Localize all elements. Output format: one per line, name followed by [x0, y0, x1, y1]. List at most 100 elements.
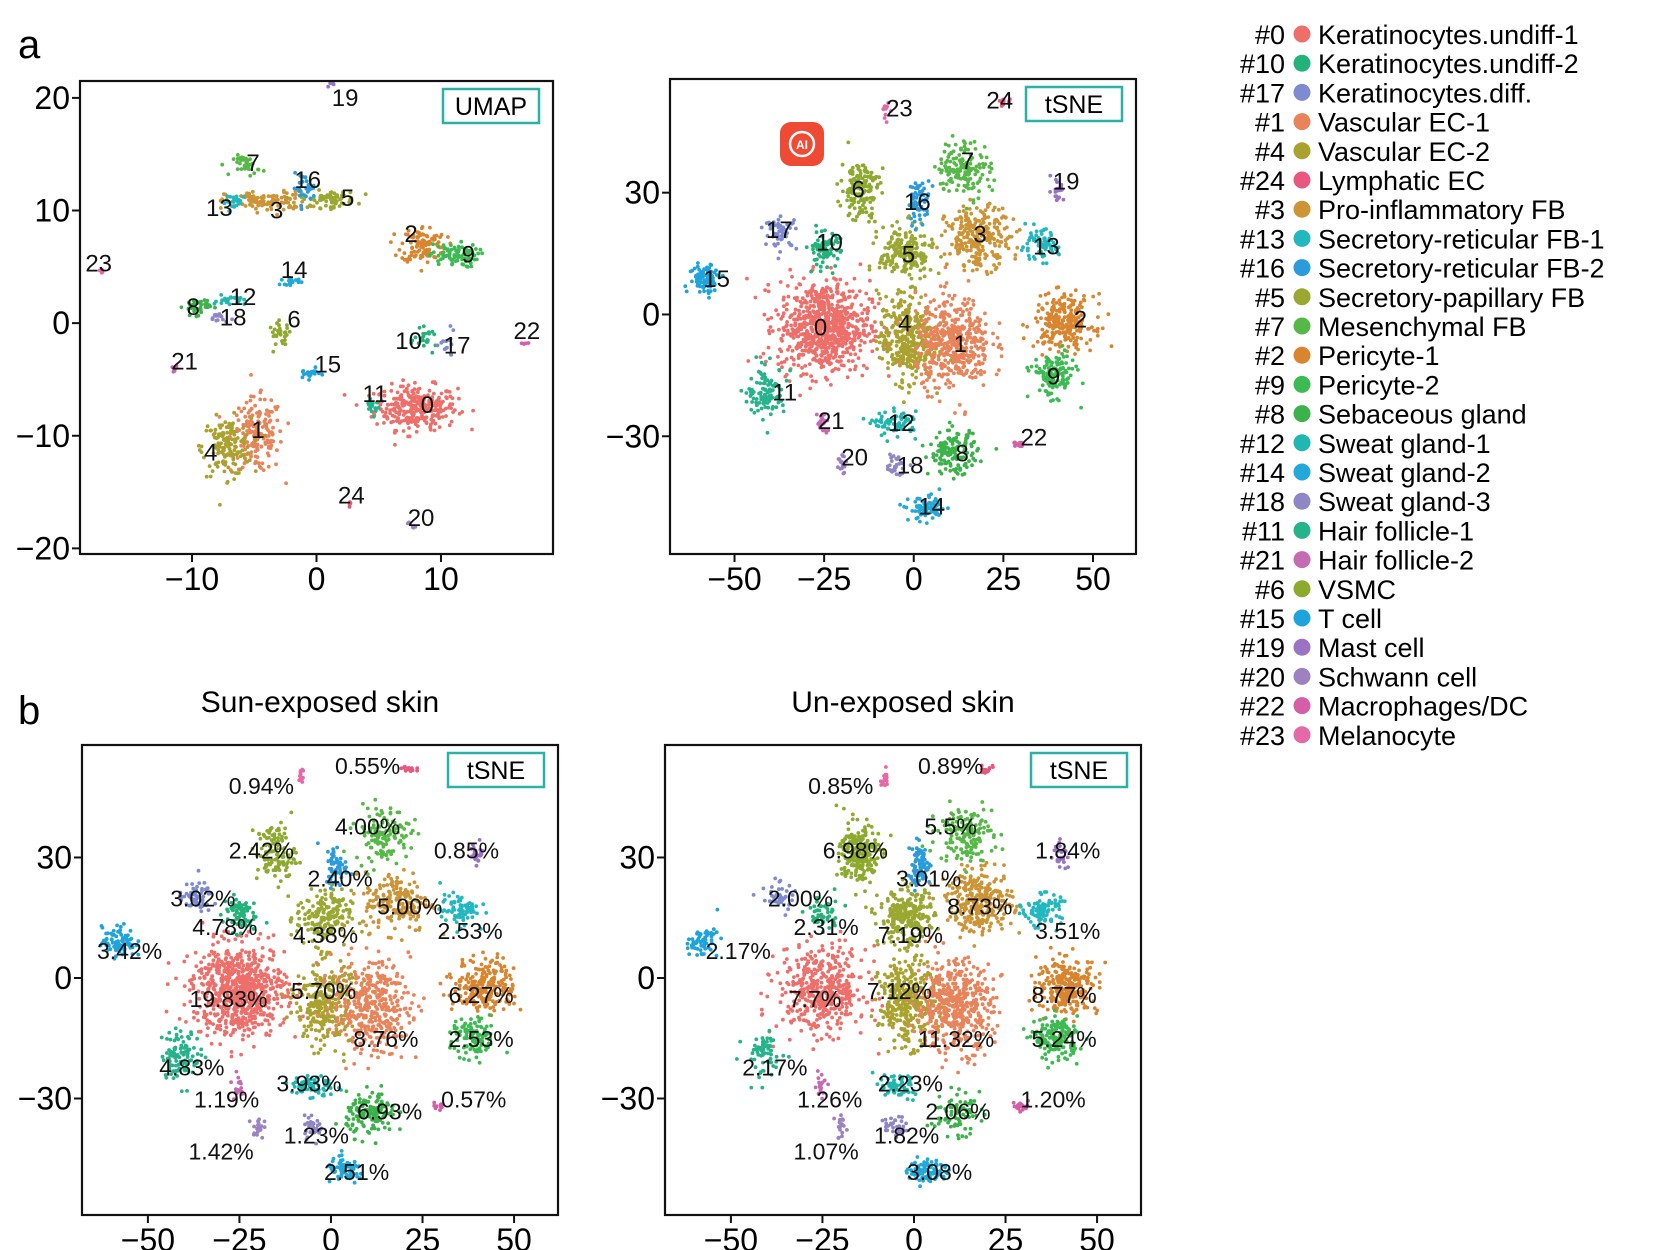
data-point — [446, 235, 450, 239]
data-point — [939, 161, 944, 166]
data-point — [267, 420, 272, 424]
data-point — [231, 453, 236, 457]
data-point — [251, 444, 256, 449]
data-point — [947, 178, 951, 183]
data-point — [1072, 298, 1077, 303]
data-point — [943, 341, 947, 346]
cluster-label-24: 24 — [338, 482, 365, 509]
data-point — [796, 354, 801, 359]
data-point — [317, 198, 322, 202]
data-point — [332, 205, 336, 210]
data-point — [402, 389, 407, 394]
data-point — [940, 348, 945, 352]
cluster-label-18: 18 — [220, 304, 247, 331]
data-point — [868, 278, 872, 283]
data-point — [974, 206, 979, 210]
data-point — [908, 294, 912, 299]
data-point — [978, 153, 983, 157]
data-point — [900, 380, 905, 385]
data-point — [937, 386, 941, 390]
data-point — [763, 362, 767, 367]
data-point — [865, 366, 869, 371]
data-point — [287, 205, 291, 210]
data-point — [939, 255, 943, 259]
data-point — [959, 220, 964, 224]
data-point — [929, 326, 934, 331]
data-point — [858, 348, 863, 353]
data-point — [934, 458, 938, 463]
data-point — [393, 442, 397, 447]
data-point — [844, 281, 849, 286]
data-point — [936, 449, 940, 453]
data-point — [968, 197, 973, 202]
data-point — [795, 298, 799, 303]
data-point — [925, 389, 930, 394]
data-point — [873, 320, 877, 324]
data-point — [951, 383, 956, 388]
data-point — [891, 255, 896, 260]
data-point — [939, 447, 944, 452]
data-point — [979, 372, 983, 377]
data-point — [415, 400, 420, 404]
data-point — [946, 506, 950, 511]
data-point — [793, 323, 797, 328]
data-point — [850, 302, 855, 307]
data-point — [830, 271, 835, 275]
data-point — [228, 453, 233, 458]
data-point — [879, 433, 884, 438]
data-point — [768, 325, 773, 329]
data-point — [939, 157, 943, 162]
data-point — [929, 337, 934, 342]
data-point — [1027, 257, 1032, 261]
data-point — [971, 431, 975, 436]
x-tick-label: −10 — [165, 561, 219, 597]
data-point — [244, 432, 249, 437]
data-point — [826, 310, 831, 314]
data-point — [1034, 316, 1038, 321]
data-point — [896, 251, 900, 256]
data-point — [749, 376, 754, 381]
data-point — [445, 253, 450, 258]
data-point — [839, 309, 844, 314]
data-point — [969, 349, 973, 354]
data-point — [997, 321, 1002, 325]
data-point — [967, 430, 972, 435]
data-point — [846, 194, 851, 199]
data-point — [894, 343, 899, 348]
data-point — [795, 346, 799, 351]
data-point — [954, 310, 959, 314]
data-point — [965, 307, 969, 312]
data-point — [382, 389, 387, 394]
data-point — [1038, 294, 1043, 298]
data-point — [1026, 253, 1031, 258]
data-point — [835, 256, 840, 261]
data-point — [1048, 317, 1053, 322]
data-point — [402, 398, 406, 403]
data-point — [391, 419, 395, 424]
data-point — [931, 455, 936, 460]
data-point — [928, 300, 933, 304]
data-point — [812, 304, 816, 309]
data-point — [249, 394, 253, 399]
data-point — [870, 349, 875, 354]
data-point — [1071, 335, 1076, 340]
data-point — [923, 333, 928, 337]
data-point — [211, 451, 216, 456]
data-point — [989, 161, 993, 166]
data-point — [862, 340, 867, 345]
data-point — [943, 164, 947, 168]
data-point — [271, 349, 276, 354]
data-point — [1023, 221, 1028, 226]
data-point — [786, 294, 791, 299]
data-point — [781, 333, 785, 338]
data-point — [961, 209, 966, 213]
data-point — [810, 243, 815, 248]
data-point — [790, 348, 795, 353]
data-point — [861, 163, 866, 168]
data-point — [230, 437, 234, 442]
data-point — [762, 312, 767, 317]
data-point — [417, 248, 422, 253]
